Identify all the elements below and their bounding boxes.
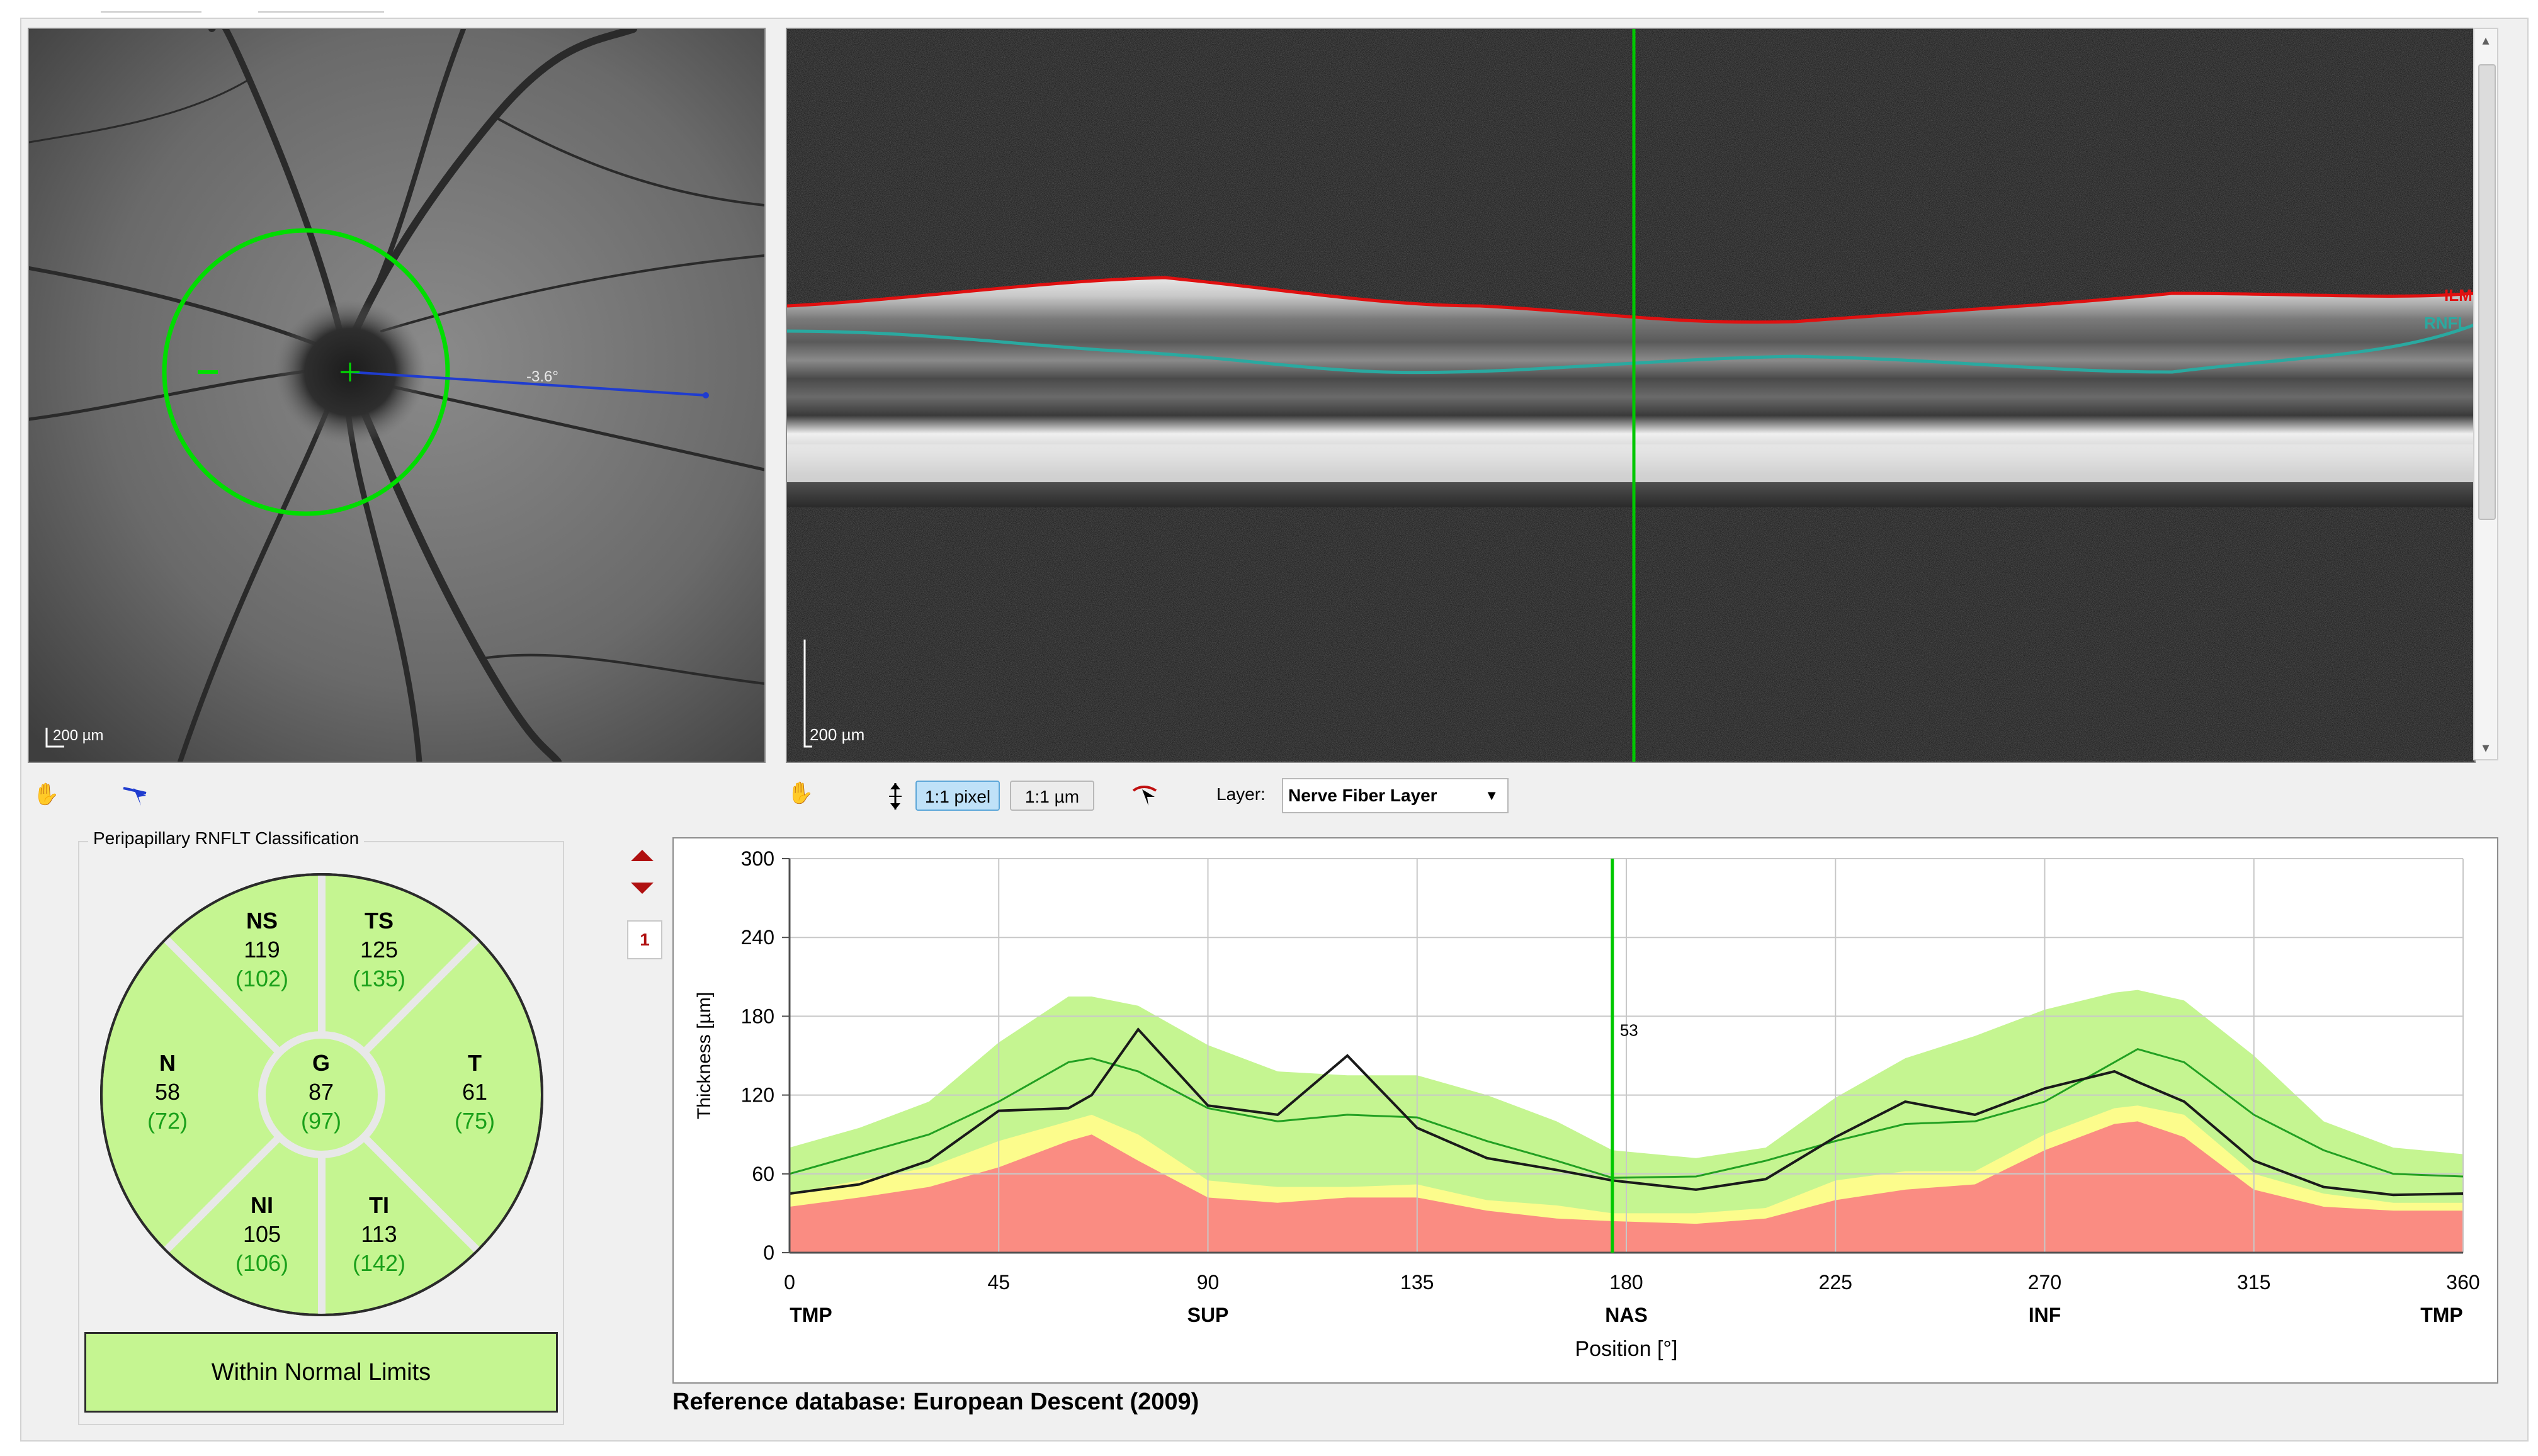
sector-value: 58 <box>154 1079 181 1105</box>
y-tick-label: 300 <box>741 847 774 870</box>
y-axis-label: Thickness [µm] <box>694 992 715 1119</box>
x-tick-label: 135 <box>1400 1271 1434 1294</box>
x-tick-label: 225 <box>1819 1271 1852 1294</box>
rnfl-label: RNFL <box>2424 313 2467 332</box>
sector-value: 105 <box>242 1221 281 1247</box>
fundus-hand-icon[interactable]: ✋ <box>33 782 60 806</box>
top-strip <box>0 0 2538 18</box>
sector-dividers <box>163 874 480 1315</box>
fovea-line <box>349 371 706 397</box>
chevron-down-icon: ▼ <box>1485 787 1498 803</box>
y-tick-label: 120 <box>741 1084 774 1107</box>
sector-label: NI <box>251 1192 273 1218</box>
y-tick-label: 180 <box>741 1005 774 1027</box>
reference-database: Reference database: European Descent (20… <box>672 1389 1199 1415</box>
region-label: NAS <box>1605 1304 1648 1326</box>
sector-value: 119 <box>244 937 280 962</box>
thickness-chart[interactable]: 0 45 90 135 180 225 270 315 360 0 60 120 180 240 300 53… <box>674 838 2497 1382</box>
oct-hand-icon[interactable]: ✋ <box>787 781 814 805</box>
region-label: INF <box>2029 1304 2061 1326</box>
scroll-thumb[interactable] <box>2478 64 2496 520</box>
region-label: SUP <box>1187 1304 1229 1326</box>
x-tick-label: 90 <box>1197 1271 1220 1294</box>
sector-ref: (102) <box>235 966 289 991</box>
fundus-pointer-icon[interactable] <box>121 781 149 811</box>
sector-value: 61 <box>462 1079 488 1105</box>
layer-select[interactable]: Nerve Fiber Layer ▼ <box>1282 778 1509 813</box>
sector-value: 113 <box>361 1221 397 1247</box>
center-cross <box>341 363 360 381</box>
sector-ref: (72) <box>147 1108 188 1134</box>
layer-edit-icon[interactable] <box>1131 781 1159 811</box>
sector-g: G 87 (97) <box>283 1049 359 1136</box>
sector-ref: (142) <box>352 1250 406 1276</box>
sector-value: 125 <box>360 937 399 962</box>
x-tick-label: 180 <box>1609 1271 1643 1294</box>
thickness-chart-panel: 0 45 90 135 180 225 270 315 360 0 60 120 180 240 300 53… <box>672 837 2498 1384</box>
scan-circle[interactable] <box>162 228 450 516</box>
fundus-image[interactable]: -3.6° 200 µm <box>28 28 766 763</box>
sector-ref: (75) <box>454 1108 496 1134</box>
page-up-arrow-icon[interactable] <box>631 850 654 861</box>
y-tick-label: 240 <box>741 926 774 949</box>
one-to-one-pixel-button[interactable]: 1:1 pixel <box>915 781 1000 811</box>
fit-height-icon[interactable] <box>887 781 904 812</box>
sector-ref: (135) <box>352 966 406 991</box>
oct-scale-bar <box>803 640 812 748</box>
sector-label: TS <box>364 908 394 934</box>
x-tick-label: 0 <box>784 1271 795 1294</box>
fovea-point <box>703 392 709 398</box>
fundus-svg: -3.6° 200 µm <box>29 29 764 762</box>
sector-label: NS <box>246 908 278 934</box>
oct-scale-label: 200 µm <box>810 725 864 744</box>
sector-label: G <box>312 1050 330 1076</box>
x-axis-label: Position [°] <box>1575 1337 1678 1361</box>
scroll-down-arrow-icon[interactable]: ▾ <box>2482 740 2490 755</box>
x-tick-label: 270 <box>2028 1271 2061 1294</box>
sector-ts: TS 125 (135) <box>341 906 417 993</box>
region-label: TMP <box>790 1304 832 1326</box>
sector-ref: (106) <box>235 1250 289 1276</box>
x-tick-label: 360 <box>2446 1271 2479 1294</box>
page-number[interactable]: 1 <box>627 920 662 959</box>
oct-svg: ILM RNFL 200 µm <box>787 29 2474 762</box>
oct-vertical-scrollbar[interactable]: ▴ ▾ <box>2473 28 2498 760</box>
layer-label: Layer: <box>1216 784 1266 804</box>
rnfl-line <box>787 323 2474 375</box>
sector-n: N 58 (72) <box>130 1049 205 1136</box>
angle-label: -3.6° <box>526 368 558 385</box>
x-tick-label: 315 <box>2237 1271 2270 1294</box>
ilm-label: ILM <box>2444 286 2473 305</box>
sector-ref: (97) <box>300 1108 342 1134</box>
x-tick-label: 45 <box>987 1271 1010 1294</box>
sector-ti: TI 113 (142) <box>341 1191 417 1278</box>
region-label: TMP <box>2420 1304 2463 1326</box>
sector-ni: NI 105 (106) <box>224 1191 300 1278</box>
scale-bar <box>45 728 64 748</box>
sector-label: N <box>159 1050 176 1076</box>
fundus-scale-label: 200 µm <box>53 727 104 744</box>
page-nav <box>627 844 657 903</box>
ilm-line <box>787 276 2474 324</box>
one-to-one-um-button[interactable]: 1:1 µm <box>1010 781 1094 811</box>
sector-ns: NS 119 (102) <box>224 906 300 993</box>
sector-global-circle <box>258 1031 385 1158</box>
page-down-arrow-icon[interactable] <box>631 883 654 894</box>
classification-title: Peripapillary RNFLT Classification <box>88 828 365 849</box>
y-tick-label: 60 <box>752 1163 774 1185</box>
layer-select-value: Nerve Fiber Layer <box>1288 786 1437 805</box>
sector-label: TI <box>369 1192 389 1218</box>
oct-bscan[interactable]: ILM RNFL 200 µm <box>786 28 2476 763</box>
sector-chart <box>98 871 545 1318</box>
y-tick-label: 0 <box>763 1241 774 1264</box>
scroll-up-arrow-icon[interactable]: ▴ <box>2482 32 2490 48</box>
sector-t: T 61 (75) <box>437 1049 513 1136</box>
cursor-value-label: 53 <box>1620 1021 1638 1040</box>
sector-svg <box>100 873 543 1316</box>
sector-label: T <box>468 1050 482 1076</box>
classification-status: Within Normal Limits <box>84 1332 558 1413</box>
sector-value: 87 <box>308 1079 334 1105</box>
rpe-band <box>787 444 2474 482</box>
